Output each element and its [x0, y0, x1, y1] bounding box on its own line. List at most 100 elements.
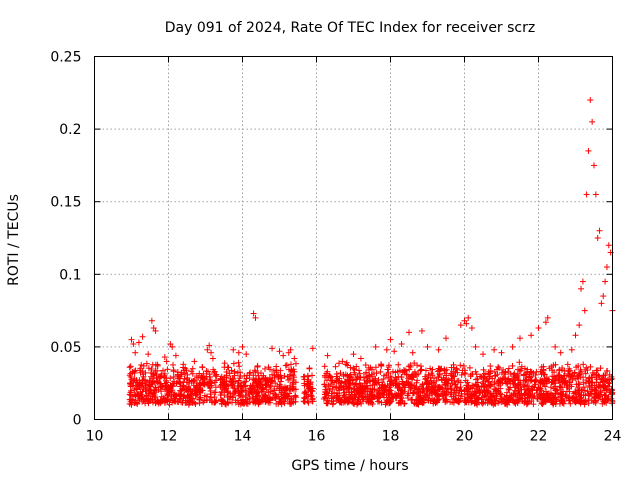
- data-point: [252, 378, 259, 385]
- data-point: [367, 388, 374, 395]
- axis-ticks: [94, 56, 613, 420]
- data-point: [340, 383, 347, 390]
- y-tick-label: 0.1: [59, 267, 81, 283]
- data-point: [230, 360, 237, 367]
- data-point: [140, 362, 147, 369]
- data-point: [537, 377, 544, 384]
- data-point: [464, 379, 471, 386]
- data-point: [377, 390, 384, 397]
- data-point: [200, 370, 207, 377]
- data-point: [522, 371, 529, 378]
- data-point: [278, 401, 285, 408]
- data-point: [490, 392, 497, 399]
- data-point: [378, 361, 385, 368]
- data-point: [273, 369, 280, 376]
- data-point: [377, 368, 384, 375]
- data-point: [587, 97, 594, 104]
- data-point: [357, 399, 364, 406]
- data-point: [535, 384, 542, 391]
- data-point: [189, 378, 196, 385]
- data-point: [409, 349, 416, 356]
- data-point: [350, 400, 357, 407]
- data-point: [188, 398, 195, 405]
- data-point: [584, 388, 591, 395]
- data-point: [336, 360, 343, 367]
- data-point: [495, 363, 502, 370]
- data-point: [480, 351, 486, 358]
- data-point: [146, 382, 153, 389]
- data-point: [576, 370, 583, 377]
- data-point: [148, 317, 155, 324]
- data-point: [291, 393, 298, 400]
- data-point: [285, 366, 292, 373]
- data-point: [568, 346, 575, 353]
- data-point: [372, 364, 379, 371]
- data-point: [487, 363, 494, 370]
- data-point: [600, 293, 607, 300]
- data-point: [353, 385, 360, 392]
- plot-frame: [94, 56, 613, 420]
- data-point: [524, 366, 531, 373]
- data-point: [430, 400, 437, 407]
- data-point: [540, 394, 547, 401]
- data-point: [218, 401, 225, 408]
- data-point: [237, 383, 244, 390]
- data-point: [145, 351, 152, 358]
- data-point: [273, 363, 280, 370]
- data-point: [589, 118, 596, 125]
- data-point: [491, 381, 498, 388]
- data-point: [582, 370, 589, 377]
- data-point: [309, 345, 316, 352]
- data-point: [423, 380, 430, 387]
- data-point: [259, 394, 266, 401]
- data-point: [511, 399, 518, 406]
- data-point: [246, 385, 253, 392]
- data-point: [569, 377, 576, 384]
- data-point: [419, 388, 426, 395]
- data-point: [167, 375, 174, 382]
- data-point: [292, 394, 299, 401]
- data-point: [355, 389, 362, 396]
- data-point: [427, 365, 434, 372]
- data-point: [203, 393, 210, 400]
- data-point: [505, 369, 512, 376]
- data-point: [143, 360, 150, 367]
- data-point: [603, 392, 610, 399]
- data-point: [387, 399, 394, 406]
- data-point: [398, 373, 405, 380]
- data-point: [558, 376, 565, 383]
- data-point: [448, 393, 455, 400]
- data-point: [336, 377, 343, 384]
- data-point: [360, 394, 367, 401]
- data-point: [564, 361, 571, 368]
- data-point: [532, 371, 539, 378]
- data-point: [275, 375, 282, 382]
- data-point: [389, 394, 396, 401]
- data-point: [350, 351, 357, 358]
- data-point: [184, 376, 191, 383]
- data-point: [428, 388, 435, 395]
- data-point: [161, 354, 168, 361]
- data-point: [332, 363, 339, 370]
- data-point: [154, 378, 161, 385]
- data-point: [180, 395, 187, 402]
- data-point: [251, 367, 258, 374]
- data-point: [417, 363, 424, 370]
- data-point: [257, 381, 264, 388]
- data-point: [155, 374, 162, 381]
- data-points: [126, 97, 616, 408]
- data-point: [453, 365, 460, 372]
- data-point: [572, 388, 579, 395]
- data-point: [464, 397, 471, 404]
- data-point: [550, 373, 557, 380]
- data-point: [581, 307, 588, 314]
- data-point: [256, 376, 263, 383]
- data-point: [161, 374, 168, 381]
- data-point: [210, 366, 217, 373]
- data-point: [285, 376, 292, 383]
- data-point: [302, 389, 309, 396]
- data-point: [235, 359, 242, 366]
- data-point: [194, 384, 201, 391]
- data-point: [393, 376, 400, 383]
